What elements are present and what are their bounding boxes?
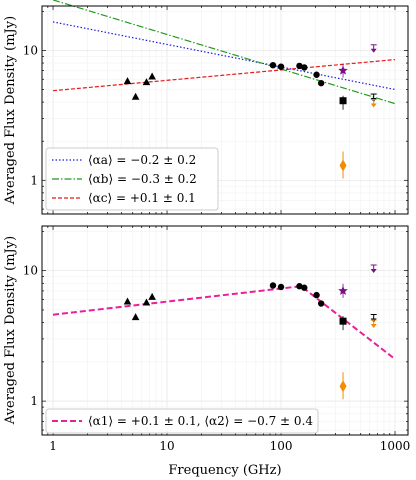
data-point-triangle — [131, 313, 140, 321]
data-point-diamond — [339, 380, 347, 393]
top-panel-fit-lines — [52, 0, 396, 105]
data-point-star — [338, 65, 348, 75]
y-tick-label: 10 — [23, 264, 38, 278]
y-axis-title-bottom: Averaged Flux Density (mJy) — [3, 236, 18, 425]
data-point-square — [339, 317, 347, 325]
x-tick-label: 1000 — [380, 439, 411, 453]
y-axis-title-top: Averaged Flux Density (mJy) — [3, 16, 18, 205]
bottom-panel-legend: ⟨α1⟩ = +0.1 ± 0.1, ⟨α2⟩ = −0.7 ± 0.4 — [45, 408, 319, 434]
data-point-square — [339, 97, 347, 105]
data-point-upper-limit-arrow — [370, 48, 377, 53]
data-point-upper-limit-arrow — [370, 324, 377, 329]
data-point-circle — [317, 79, 325, 87]
top-panel-grid — [41, 6, 408, 214]
fit-line — [52, 59, 396, 92]
fit-line — [52, 0, 396, 105]
bottom-panel: 1 10 1 10 100 1000 ⟨α1⟩ = +0.1 ± 0.1, ⟨α2⟩ = … — [23, 225, 411, 453]
data-point-star — [338, 285, 348, 295]
top-panel: 1 10 ⟨αa⟩ = −0.2 ± 0.2 ⟨αb⟩ = −0.3 ± 0.2 … — [23, 0, 409, 215]
data-point-circle — [296, 283, 303, 290]
data-point-circle — [313, 71, 320, 78]
data-point-diamond — [339, 159, 347, 172]
legend-label-broken-power-law: ⟨α1⟩ = +0.1 ± 0.1, ⟨α2⟩ = −0.7 ± 0.4 — [88, 414, 313, 428]
data-point-circle — [296, 62, 303, 70]
x-tick-label: 1 — [49, 439, 57, 453]
x-axis-title: Frequency (GHz) — [168, 463, 281, 478]
data-point-triangle — [123, 297, 132, 305]
legend-label-alpha-a: ⟨αa⟩ = −0.2 ± 0.2 — [88, 153, 196, 167]
bottom-panel-grid — [41, 226, 408, 435]
data-point-circle — [313, 291, 320, 299]
top-panel-ticks: 1 10 — [23, 6, 408, 214]
data-point-circle — [269, 61, 277, 69]
y-tick-label: 10 — [23, 43, 38, 57]
data-point-circle — [301, 64, 308, 71]
x-tick-label: 10 — [159, 439, 174, 453]
legend-label-alpha-b: ⟨αb⟩ = −0.3 ± 0.2 — [88, 172, 197, 186]
top-legend-box — [45, 147, 219, 211]
data-point-triangle — [123, 77, 132, 85]
data-point-circle — [277, 63, 285, 70]
data-point-triangle — [148, 72, 156, 80]
data-point-circle — [301, 284, 308, 291]
top-panel-frame — [41, 5, 409, 215]
bottom-panel-data-points — [123, 264, 377, 400]
bottom-panel-frame — [41, 225, 409, 436]
data-point-circle — [317, 300, 325, 307]
x-tick-label: 100 — [270, 439, 293, 453]
data-point-triangle — [131, 92, 140, 100]
data-point-upper-limit-arrow — [370, 268, 377, 273]
data-point-upper-limit-arrow — [370, 103, 377, 108]
data-point-triangle — [148, 292, 156, 300]
data-point-triangle — [142, 298, 151, 306]
y-tick-label: 1 — [30, 394, 38, 408]
data-point-circle — [277, 283, 285, 291]
bottom-legend-box — [45, 408, 319, 434]
fit-line — [52, 285, 396, 360]
top-panel-data-points — [123, 44, 377, 179]
data-point-triangle — [142, 78, 151, 86]
legend-label-alpha-c: ⟨αc⟩ = +0.1 ± 0.1 — [88, 191, 196, 205]
y-tick-label: 1 — [30, 173, 38, 187]
bottom-panel-fit-line — [52, 285, 396, 360]
data-point-circle — [269, 282, 277, 289]
fit-line — [52, 21, 396, 91]
bottom-panel-ticks: 1 10 1 10 100 1000 — [23, 226, 411, 453]
top-panel-legend: ⟨αa⟩ = −0.2 ± 0.2 ⟨αb⟩ = −0.3 ± 0.2 ⟨αc⟩… — [45, 147, 219, 211]
